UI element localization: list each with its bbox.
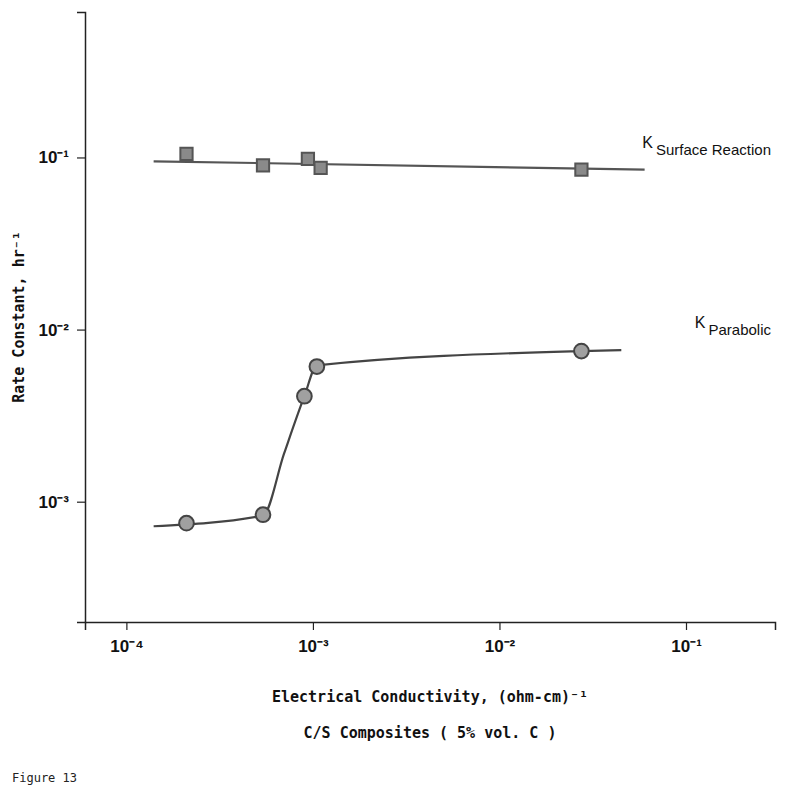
x-tick-label: 10⁻² [485, 637, 516, 656]
x-axis-line [86, 623, 776, 631]
x-tick: 10⁻³ [298, 622, 329, 656]
x-tick: 10⁻² [485, 622, 516, 656]
y-axis: 10⁻³ 10⁻² 10⁻¹ [38, 13, 85, 623]
fit-line [154, 161, 645, 169]
x-tick-label: 10⁻¹ [671, 637, 702, 656]
fit-line [154, 350, 622, 526]
chart: 10⁻⁴10⁻³10⁻²10⁻¹10⁻³10⁻²10⁻¹KSurface Rea… [0, 0, 800, 792]
x-tick-mark [313, 622, 314, 630]
data-point [179, 516, 194, 531]
y-tick-label: 10⁻² [38, 321, 69, 340]
series-label: KSurface Reaction [642, 134, 771, 158]
y-tick: 10⁻¹ [38, 148, 85, 167]
y-axis-title: Rate Constant, hr⁻¹ [10, 231, 28, 403]
series-label-sub: Parabolic [708, 321, 771, 338]
data-point [257, 159, 269, 171]
x-tick-mark [686, 622, 687, 630]
plot-area [154, 148, 645, 531]
series-label-main: K [695, 314, 706, 331]
data-point [302, 153, 314, 165]
y-tick-label: 10⁻³ [38, 493, 69, 512]
x-tick-mark [499, 622, 500, 630]
data-point [180, 148, 192, 160]
x-axis: 10⁻⁴ 10⁻³ 10⁻² 10⁻¹ [86, 622, 776, 656]
data-point [297, 389, 312, 404]
y-tick-mark [77, 157, 85, 158]
titles: Electrical Conductivity, (ohm-cm)⁻¹ C/S C… [10, 231, 588, 785]
x-tick-label: 10⁻⁴ [110, 637, 143, 656]
x-axis-subtitle: C/S Composites ( 5% vol. C ) [304, 724, 557, 742]
series-label-main: K [642, 134, 653, 151]
y-tick-mark [77, 329, 85, 330]
series-labels: KSurface ReactionKParabolic [642, 134, 771, 338]
x-tick: 10⁻⁴ [110, 622, 143, 656]
y-tick-label: 10⁻¹ [38, 148, 69, 167]
data-point [256, 507, 271, 522]
data-point [575, 163, 587, 175]
series-label: KParabolic [695, 314, 772, 338]
series-label-sub: Surface Reaction [656, 141, 771, 158]
y-tick: 10⁻² [38, 321, 85, 340]
y-tick: 10⁻³ [38, 493, 85, 512]
caption: Figure 13 [12, 771, 77, 785]
x-axis-title: Electrical Conductivity, (ohm-cm)⁻¹ [272, 688, 588, 706]
x-tick-mark [126, 622, 127, 630]
y-axis-line [77, 13, 86, 623]
data-point [315, 162, 327, 174]
data-point [310, 359, 325, 374]
y-tick-mark [77, 502, 85, 503]
x-tick-label: 10⁻³ [298, 637, 329, 656]
data-point [574, 344, 589, 359]
x-tick: 10⁻¹ [671, 622, 702, 656]
